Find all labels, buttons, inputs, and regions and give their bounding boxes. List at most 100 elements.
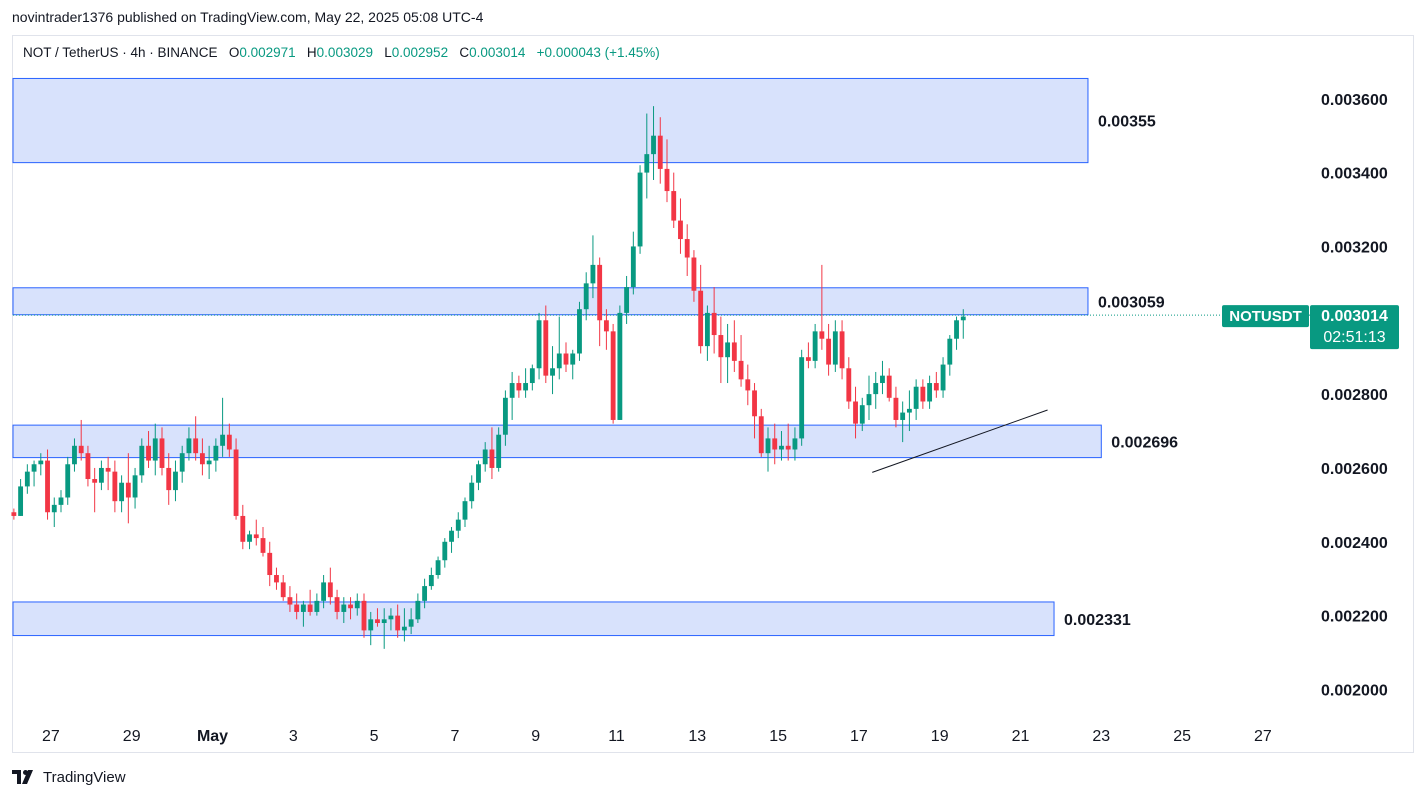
candle-body[interactable] xyxy=(327,582,333,598)
candle-body[interactable] xyxy=(455,519,461,531)
candle-body[interactable] xyxy=(395,615,401,631)
candle-body[interactable] xyxy=(502,397,508,435)
candle-body[interactable] xyxy=(577,309,582,354)
candle-body[interactable] xyxy=(267,552,273,576)
candle-body[interactable] xyxy=(745,379,751,391)
symbol-label[interactable]: NOT / TetherUS · 4h · BINANCE xyxy=(23,45,218,60)
candle-body[interactable] xyxy=(657,135,663,169)
candle-body[interactable] xyxy=(846,368,852,402)
candle-body[interactable] xyxy=(731,342,737,361)
candle-body[interactable] xyxy=(24,471,30,487)
candle-body[interactable] xyxy=(435,560,441,576)
candle-body[interactable] xyxy=(610,331,616,420)
candle-body[interactable] xyxy=(529,368,535,384)
candle-body[interactable] xyxy=(173,471,178,491)
candle-body[interactable] xyxy=(368,619,374,631)
candle-body[interactable] xyxy=(38,460,44,465)
candle-body[interactable] xyxy=(361,600,367,631)
candle-body[interactable] xyxy=(678,220,683,240)
candle-body[interactable] xyxy=(125,482,131,498)
candle-body[interactable] xyxy=(45,460,50,513)
candle-body[interactable] xyxy=(644,154,650,173)
candle-body[interactable] xyxy=(179,453,185,472)
candle-body[interactable] xyxy=(805,357,811,361)
candle-body[interactable] xyxy=(307,604,313,612)
candle-body[interactable] xyxy=(933,383,939,391)
candle-body[interactable] xyxy=(193,438,199,454)
candle-body[interactable] xyxy=(523,383,529,391)
tradingview-brand[interactable]: TradingView xyxy=(43,768,126,786)
candle-body[interactable] xyxy=(900,412,906,420)
candle-body[interactable] xyxy=(927,383,933,402)
candle-body[interactable] xyxy=(112,471,118,502)
candle-body[interactable] xyxy=(354,600,360,609)
candle-body[interactable] xyxy=(630,246,636,288)
candle-body[interactable] xyxy=(873,383,879,395)
candle-body[interactable] xyxy=(401,626,407,631)
candle-body[interactable] xyxy=(482,449,488,465)
candle-body[interactable] xyxy=(725,342,731,358)
candle-body[interactable] xyxy=(880,375,885,384)
candle-body[interactable] xyxy=(496,434,502,468)
candle-body[interactable] xyxy=(92,479,98,483)
candle-body[interactable] xyxy=(603,320,609,332)
candle-body[interactable] xyxy=(253,534,259,539)
candle-body[interactable] xyxy=(664,168,670,192)
candle-body[interactable] xyxy=(462,501,468,520)
candle-body[interactable] xyxy=(785,445,791,450)
candle-body[interactable] xyxy=(139,445,145,476)
candle-body[interactable] xyxy=(422,586,428,601)
candle-body[interactable] xyxy=(287,597,293,605)
candle-body[interactable] xyxy=(119,482,125,502)
candle-body[interactable] xyxy=(590,264,596,284)
candle-body[interactable] xyxy=(240,515,246,542)
candle-body[interactable] xyxy=(375,619,380,624)
candle-body[interactable] xyxy=(853,401,858,424)
candle-body[interactable] xyxy=(893,397,899,420)
candle-body[interactable] xyxy=(442,541,448,561)
candle-body[interactable] xyxy=(469,482,475,502)
candle-body[interactable] xyxy=(206,460,212,465)
candle-body[interactable] xyxy=(832,331,838,365)
candle-body[interactable] xyxy=(691,257,697,291)
candle-body[interactable] xyxy=(550,368,555,376)
candle-body[interactable] xyxy=(449,530,454,542)
candle-body[interactable] xyxy=(624,287,630,313)
candle-body[interactable] xyxy=(684,239,690,258)
candle-body[interactable] xyxy=(772,438,778,450)
candle-body[interactable] xyxy=(617,312,623,420)
candle-body[interactable] xyxy=(738,360,744,380)
zone-box[interactable] xyxy=(12,424,1102,459)
zone-box[interactable] xyxy=(12,77,1089,164)
candle-body[interactable] xyxy=(476,464,481,483)
zone-box[interactable] xyxy=(12,287,1089,316)
candle-body[interactable] xyxy=(58,497,64,505)
candle-body[interactable] xyxy=(98,467,104,483)
candle-body[interactable] xyxy=(18,486,24,516)
candle-body[interactable] xyxy=(166,467,172,491)
candle-body[interactable] xyxy=(152,438,158,461)
candle-body[interactable] xyxy=(671,191,677,221)
candle-body[interactable] xyxy=(637,172,643,247)
candle-body[interactable] xyxy=(381,619,387,624)
candle-body[interactable] xyxy=(85,453,91,480)
candle-body[interactable] xyxy=(799,357,805,439)
candle-body[interactable] xyxy=(247,534,252,542)
candle-body[interactable] xyxy=(516,383,522,391)
zone-box[interactable] xyxy=(12,601,1055,637)
candle-body[interactable] xyxy=(583,283,589,310)
candle-body[interactable] xyxy=(220,434,226,446)
candle-body[interactable] xyxy=(509,383,515,398)
candle-body[interactable] xyxy=(11,512,17,516)
candle-body[interactable] xyxy=(792,438,798,450)
candle-body[interactable] xyxy=(408,619,414,627)
candle-body[interactable] xyxy=(718,335,724,358)
candle-body[interactable] xyxy=(570,353,576,365)
candle-body[interactable] xyxy=(913,386,919,409)
candle-body[interactable] xyxy=(294,604,300,612)
candle-body[interactable] xyxy=(947,338,953,365)
candle-body[interactable] xyxy=(765,438,771,454)
candle-body[interactable] xyxy=(752,390,757,417)
candle-body[interactable] xyxy=(280,582,286,598)
candle-body[interactable] xyxy=(78,445,84,454)
